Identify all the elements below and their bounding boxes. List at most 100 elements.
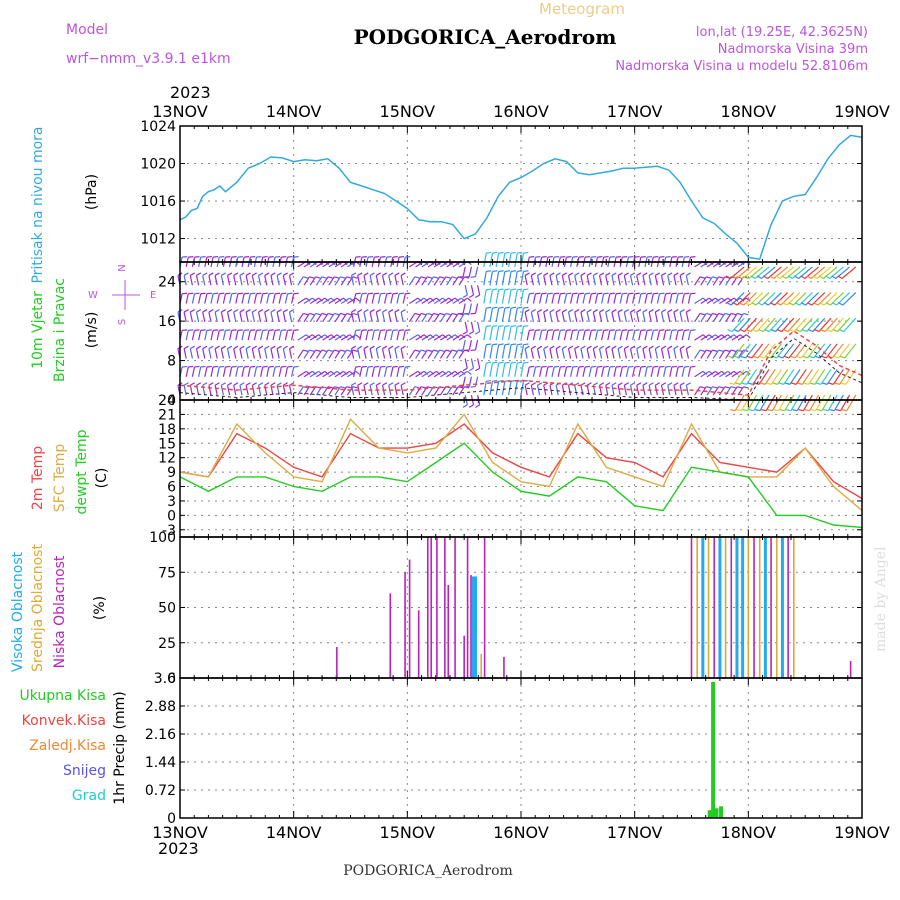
wind-barb xyxy=(357,311,361,322)
wind-barb xyxy=(580,385,584,396)
wind-barb xyxy=(195,311,200,322)
wind-barb xyxy=(303,276,310,286)
wind-barb-flag xyxy=(219,365,225,368)
wind-barb xyxy=(214,348,218,359)
wind-barb xyxy=(210,366,214,377)
wind-barb xyxy=(644,293,648,304)
wind-barb-flag xyxy=(706,386,712,389)
wind-barb xyxy=(611,275,615,286)
wind-barb-flag xyxy=(400,382,406,386)
wind-barb-flag xyxy=(283,309,288,313)
wind-barb xyxy=(458,276,465,286)
wind-barb-flag xyxy=(624,309,629,313)
wind-barb xyxy=(400,311,404,322)
wind-barb-flag xyxy=(838,328,844,333)
wind-barb xyxy=(712,297,722,305)
wind-barb xyxy=(636,275,640,286)
precip-bar xyxy=(711,681,716,818)
wind-barb xyxy=(220,385,224,396)
y-tick-label: 3 xyxy=(167,494,176,510)
wind-barb-flag xyxy=(244,256,250,258)
wind-barb xyxy=(636,348,640,359)
wind-barb-flag xyxy=(445,276,451,279)
wind-barb-flag xyxy=(233,309,239,313)
wind-barb xyxy=(402,293,406,304)
wind-barb-flag xyxy=(233,382,239,386)
wind-barb xyxy=(452,349,459,359)
wind-barb xyxy=(789,369,801,385)
wind-barb xyxy=(673,385,677,396)
wind-barb-flag xyxy=(814,328,820,333)
wind-barb-flag xyxy=(309,276,315,279)
wind-barb xyxy=(316,297,326,305)
wind-barb xyxy=(788,343,801,359)
wind-barb-flag xyxy=(388,309,394,313)
precip-label: 1hr Precip (mm) xyxy=(112,691,128,804)
x-tick-label-top: 15NOV xyxy=(380,102,436,121)
wind-barb-flag xyxy=(420,312,427,316)
wind-barb-flag xyxy=(196,309,202,313)
wind-barb-flag xyxy=(640,329,646,331)
wind-barb-flag xyxy=(769,275,775,280)
wind-barb xyxy=(185,293,189,304)
wind-barb xyxy=(718,386,726,396)
wind-barb-flag xyxy=(673,382,679,386)
wind-barb-flag xyxy=(730,409,736,412)
wind-barb-flag xyxy=(202,309,208,313)
wind-barb-flag xyxy=(517,343,523,346)
wind-barb-flag xyxy=(462,331,468,335)
wind-barb-flag xyxy=(825,302,831,306)
wind-barb-flag xyxy=(754,409,761,412)
wind-barb-flag xyxy=(523,306,529,309)
wind-barb-flag xyxy=(665,256,671,258)
wind-barb-flag xyxy=(761,409,767,412)
wind-barb xyxy=(315,276,323,286)
wind-barb xyxy=(468,340,472,351)
wind-barb-flag xyxy=(738,275,744,280)
wind-barb xyxy=(191,366,196,377)
wind-barb xyxy=(617,311,621,322)
wind-barb-flag xyxy=(309,386,315,389)
wind-barb xyxy=(303,386,310,396)
wind-barb-flag xyxy=(351,382,357,386)
wind-barb-flag xyxy=(593,309,598,313)
wind-barb xyxy=(821,394,832,411)
wind-barb-flag xyxy=(264,309,270,313)
wind-barb xyxy=(833,394,844,411)
wind-barb xyxy=(233,311,237,322)
wind-barb-flag xyxy=(399,292,405,295)
panel-frame xyxy=(179,677,863,819)
wind-barb xyxy=(776,343,789,359)
wind-barb xyxy=(394,311,398,322)
wind-barb-flag xyxy=(327,312,334,316)
wind-barb xyxy=(303,349,310,359)
wind-barb-flag xyxy=(225,365,231,368)
wind-barb-flag xyxy=(535,292,541,295)
wind-barb-flag xyxy=(801,328,807,333)
wind-barb xyxy=(719,370,729,378)
wind-barb-flag xyxy=(524,382,530,386)
wind-barb-flag xyxy=(188,292,194,295)
wind-barb-flag xyxy=(839,355,845,359)
wind-barb xyxy=(353,366,357,377)
wind-barb-flag xyxy=(647,292,653,295)
wind-barb xyxy=(514,271,518,286)
wind-barb xyxy=(260,293,264,304)
wind-barb-flag xyxy=(543,345,549,350)
wind-barb xyxy=(685,385,689,396)
wind-barb xyxy=(202,275,206,286)
wind-barb xyxy=(266,330,270,341)
wind-barb-flag xyxy=(648,345,654,350)
wind-barb xyxy=(520,362,525,377)
wind-barb xyxy=(210,330,214,341)
wind-barb xyxy=(706,297,716,305)
wind-barb-flag xyxy=(382,272,388,276)
wind-barb-flag xyxy=(605,345,611,350)
wind-barb xyxy=(809,394,820,411)
wind-barb-flag xyxy=(616,329,622,331)
wind-barb xyxy=(334,276,341,286)
wind-barb-flag xyxy=(671,365,677,368)
wind-barb-flag xyxy=(517,270,523,273)
wind-barb xyxy=(208,275,212,286)
wind-barb xyxy=(764,369,776,385)
